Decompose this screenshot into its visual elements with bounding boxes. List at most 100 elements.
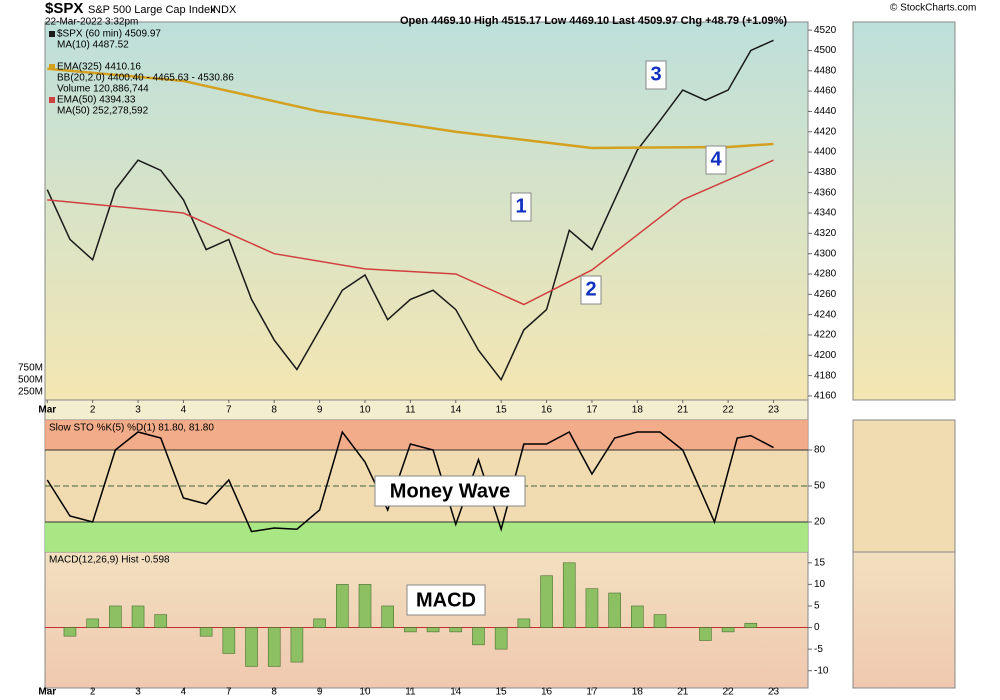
y-tick-label: 4420 [814,126,837,137]
x-tick-label: 7 [226,405,232,416]
annotation-box [580,275,602,305]
legend-entry: Volume 120,886,744 [57,84,149,95]
x-tick-label: 17 [586,405,598,416]
y-tick-label: -5 [814,644,823,655]
x-tick-label: 15 [496,405,508,416]
x-tick-label: 22 [723,687,735,698]
y-tick-label: 4160 [814,391,837,402]
bar [222,627,236,654]
x-tick-label: 23 [768,687,780,698]
x-tick-label: 8 [271,687,277,698]
legend-entry: MA(10) 4487.52 [57,40,129,51]
y-tick-label: 4200 [814,350,837,361]
y-tick-label: 10 [814,579,826,590]
x-tick-label: 23 [768,405,780,416]
bar [336,584,349,628]
side-price-panel [852,21,956,401]
x-tick-label: 9 [317,405,323,416]
volume-label: 250M [18,387,43,398]
x-tick-label: 17 [586,687,598,698]
x-tick-label: 14 [450,405,462,416]
volume-strip [44,399,809,421]
oversold-band [45,522,808,552]
volume-label: 500M [18,375,43,386]
bar [631,605,644,628]
legend-swatch [49,31,55,37]
x-tick-label: 7 [226,687,232,698]
bar [585,588,599,628]
side-macd-panel [852,551,956,689]
price-panel [44,21,809,401]
x-tick-label: 8 [271,405,277,416]
y-tick-label: 15 [814,557,826,568]
x-tick-label: 21 [677,687,689,698]
date: 22-Mar-2022 3:32pm [45,17,138,28]
bar [540,575,553,628]
y-tick-label: 4260 [814,289,837,300]
x-tick-label: 18 [632,405,644,416]
y-tick-label: 20 [814,517,826,528]
x-tick-label: 4 [181,405,187,416]
bar [290,627,304,663]
y-tick-label: 4380 [814,167,837,178]
annotation: MACD [416,589,476,611]
bar [131,605,145,628]
y-tick-label: 4480 [814,65,837,76]
y-tick-label: -10 [814,665,829,676]
series-line [47,67,774,150]
bar [517,618,531,628]
x-tick-label: Mar [38,687,56,698]
x-tick-label: Mar [38,405,56,416]
bar [313,618,326,628]
bar [63,627,77,637]
y-tick-label: 4220 [814,330,837,341]
annotation: Money Wave [390,480,510,502]
title: $SPX [45,0,83,17]
series-line [46,39,774,382]
bar [267,627,281,667]
x-tick-label: 16 [541,405,553,416]
bar [154,614,168,628]
bar [699,627,712,641]
y-tick-label: 4360 [814,187,837,198]
x-tick-label: 22 [723,405,735,416]
annotation: 1 [515,195,526,217]
volume-label: 750M [18,363,43,374]
bar [449,627,463,633]
bar [199,627,213,637]
y-tick-label: 4180 [814,370,837,381]
y-tick-label: 4500 [814,45,837,56]
panel-title: MACD(12,26,9) Hist -0.598 [49,555,170,566]
x-tick-label: 16 [541,687,553,698]
side-stoch-panel [852,419,956,553]
x-tick-label: 15 [496,687,508,698]
x-tick-label: 3 [135,687,141,698]
y-tick-label: 4320 [814,228,837,239]
bar [426,627,440,633]
bar [653,614,667,628]
bar [245,627,258,667]
bar [744,622,758,628]
y-tick-label: 5 [814,601,820,612]
x-tick-label: 11 [405,687,416,698]
y-tick-label: 4280 [814,269,837,280]
bar [381,605,394,628]
annotation: 4 [710,148,722,170]
legend-entry: EMA(325) 4410.16 [57,62,141,73]
bar [472,627,485,646]
series-line [47,159,774,306]
y-tick-label: 4240 [814,309,837,320]
annotation-box [645,60,667,90]
overbought-band [45,420,808,450]
bar [404,627,417,633]
bar [494,627,508,650]
bar [562,562,576,628]
x-tick-label: 9 [317,687,323,698]
y-tick-label: 4520 [814,25,837,36]
legend-entry: MA(50) 252,278,592 [57,106,149,117]
source: © StockCharts.com [890,3,976,14]
x-tick-label: 10 [359,405,371,416]
x-tick-label: 2 [90,405,96,416]
y-tick-label: 50 [814,481,826,492]
